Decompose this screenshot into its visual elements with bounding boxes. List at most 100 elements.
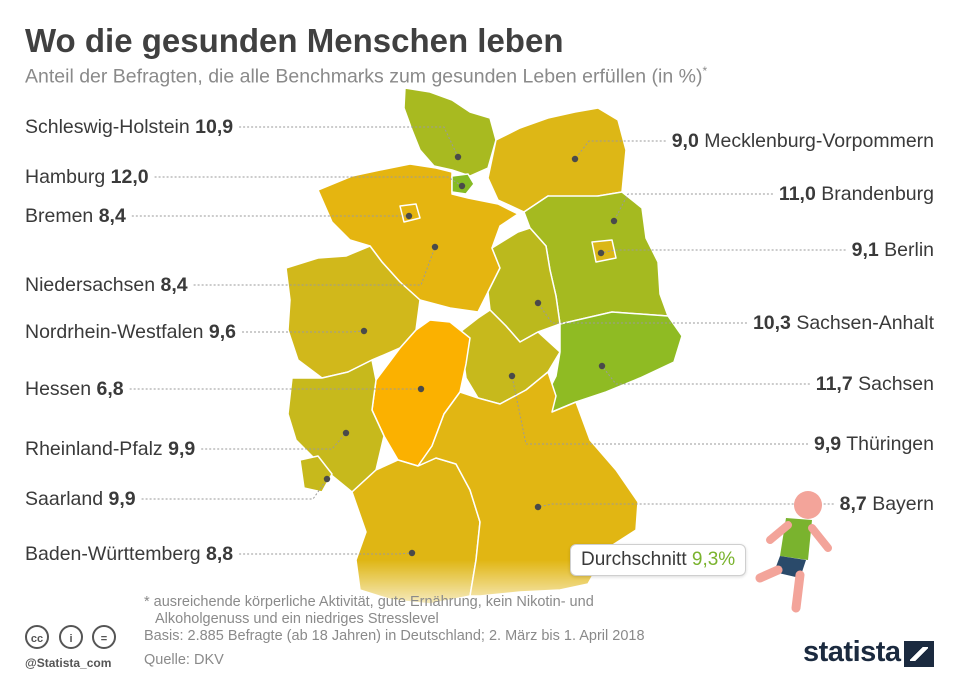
state-schleswig-holstein [403,87,497,177]
dot-schleswig-holstein [454,153,462,161]
footnote: * ausreichende körperliche Aktivität, gu… [144,594,594,628]
label-rheinland-pfalz: Rheinland-Pfalz 9,9 [25,437,195,461]
label-nordrhein-westfalen: Nordrhein-Westfalen 9,6 [25,320,236,344]
label-hamburg: Hamburg 12,0 [25,165,149,189]
dot-nordrhein-westfalen [360,327,368,335]
label-name: Mecklenburg-Vorpommern [704,130,934,152]
label-value: 9,0 [671,130,699,152]
label-niedersachsen: Niedersachsen 8,4 [25,273,188,297]
dot-berlin [597,249,605,257]
label-value: 11,7 [815,373,853,395]
dot-sachsen-anhalt [534,299,542,307]
label-value: 8,7 [839,493,867,515]
state-bayern [417,371,639,597]
label-value: 6,8 [96,378,124,400]
label-name: Bayern [872,493,934,515]
label-value: 9,9 [108,488,136,510]
footnote-line-1: * ausreichende körperliche Aktivität, gu… [144,594,594,610]
state-berlin [591,239,617,263]
label-berlin: 9,1 Berlin [852,238,934,262]
label-value: 12,0 [110,166,149,188]
by-icon: i [59,625,83,649]
subtitle-footnote-mark: * [702,64,708,78]
leader-brandenburg [613,193,773,222]
leader-sachsen [601,365,810,385]
label-name: Sachsen-Anhalt [796,312,934,334]
dot-bayern [534,503,542,511]
label-name: Bremen [25,205,94,227]
label-name: Thüringen [846,433,934,455]
label-name: Hessen [25,378,92,400]
dot-hessen [417,385,425,393]
label-bremen: Bremen 8,4 [25,204,126,228]
label-name: Hamburg [25,166,106,188]
label-value: 8,4 [98,205,126,227]
label-value: 9,1 [851,239,879,261]
dot-sachsen [598,362,606,370]
label-name: Niedersachsen [25,274,156,296]
footnote-line-2: Alkoholgenuss und ein niedriges Stressle… [155,611,439,627]
label-name: Baden-Württemberg [25,543,201,565]
label-saarland: Saarland 9,9 [25,487,136,511]
subtitle-text: Anteil der Befragten, die alle Benchmark… [25,65,703,88]
label-baden-württemberg: Baden-Württemberg 8,8 [25,542,233,566]
statista-logo-icon [904,641,934,667]
dot-baden-württemberg [408,549,416,557]
dot-niedersachsen [431,243,439,251]
label-value: 11,0 [778,183,816,205]
label-name: Nordrhein-Westfalen [25,321,204,343]
label-brandenburg: 11,0 Brandenburg [779,182,934,206]
leader-baden-württemberg [239,552,413,555]
label-value: 9,6 [208,321,237,343]
label-name: Brandenburg [821,183,934,205]
leader-sachsen-anhalt [537,302,747,324]
state-sachsen-anhalt [487,227,561,343]
basis-note: Basis: 2.885 Befragte (ab 18 Jahren) in … [144,628,645,644]
label-value: 9,9 [814,433,842,455]
source-note: Quelle: DKV [144,652,224,668]
leader-rheinland-pfalz [201,432,347,450]
dot-rheinland-pfalz [342,429,350,437]
label-name: Saarland [25,488,104,510]
label-value: 10,9 [195,116,234,138]
chart-subtitle: Anteil der Befragten, die alle Benchmark… [25,64,707,89]
state-saarland [299,455,333,493]
average-badge: Durchschnitt 9,3% [570,544,747,576]
label-name: Schleswig-Holstein [25,116,190,138]
leader-hamburg [154,176,463,187]
label-value: 8,8 [206,543,234,565]
label-value: 9,9 [168,438,196,460]
dot-thüringen [508,372,516,380]
average-label: Durchschnitt [581,549,687,570]
dot-bremen [405,212,413,220]
leader-saarland [141,478,328,500]
nd-icon: = [92,625,116,649]
leader-bayern [537,503,834,508]
label-value: 10,3 [752,312,791,334]
label-sachsen: 11,7 Sachsen [816,372,934,396]
state-sachsen [545,311,683,413]
label-hessen: Hessen 6,8 [25,377,124,401]
state-rheinland-pfalz [287,359,385,493]
label-mecklenburg-vorpommern: 9,0 Mecklenburg-Vorpommern [672,129,934,153]
dot-mecklenburg-vorpommern [571,155,579,163]
statista-logo[interactable]: statista [803,636,901,668]
label-name: Berlin [884,239,934,261]
label-thüringen: 9,9 Thüringen [814,432,934,456]
dot-hamburg [458,182,466,190]
label-schleswig-holstein: Schleswig-Holstein 10,9 [25,115,233,139]
cc-icon: cc [25,625,49,649]
chart-title: Wo die gesunden Menschen leben [25,22,564,59]
dot-saarland [323,475,331,483]
leader-mecklenburg-vorpommern [574,140,666,160]
label-sachsen-anhalt: 10,3 Sachsen-Anhalt [753,311,934,335]
dot-brandenburg [610,217,618,225]
label-value: 8,4 [160,274,188,296]
statista-handle[interactable]: @Statista_com [25,656,112,670]
label-name: Rheinland-Pfalz [25,438,163,460]
leader-berlin [600,249,846,254]
average-value: 9,3% [691,549,736,570]
leader-nordrhein-westfalen [242,330,365,333]
leader-schleswig-holstein [239,126,459,158]
